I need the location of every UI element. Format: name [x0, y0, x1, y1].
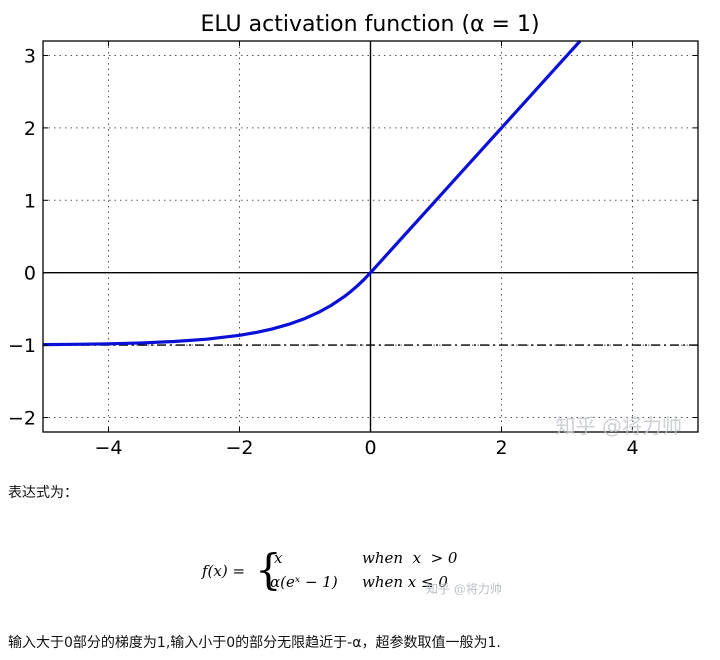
- formula-case1-cond: when x > 0: [362, 549, 458, 567]
- formula-case1-expr: x: [274, 549, 283, 567]
- reference-lines: [43, 41, 698, 432]
- series-line-elu: [42, 39, 582, 347]
- formula-case2-expr: α(eˣ − 1): [270, 573, 338, 591]
- x-tick-label: 4: [626, 437, 638, 459]
- axis-ticks: −4 −2 0 2 4 −2 −1 0 1 2 3: [8, 41, 698, 459]
- intro-text: 表达式为：: [8, 485, 78, 501]
- elu-formula: f(x) = { x when x > 0 α(eˣ − 1) when x ≤…: [201, 545, 502, 596]
- y-tick-label: 2: [24, 118, 36, 140]
- x-tick-label: −2: [225, 437, 253, 459]
- chart-title: ELU activation function (α = 1): [200, 12, 539, 37]
- formula-case2-cond: when x ≤ 0: [362, 573, 448, 591]
- y-tick-label: 0: [24, 263, 36, 285]
- chart-watermark: 知乎 @将力帅: [556, 414, 682, 438]
- y-tick-label: 3: [24, 45, 36, 67]
- x-tick-label: −4: [94, 437, 122, 459]
- y-tick-label: 1: [24, 190, 36, 212]
- x-tick-label: 2: [495, 437, 507, 459]
- formula-watermark: 知乎 @将力帅: [426, 582, 502, 596]
- elu-chart: ELU activation function (α = 1) −4 −2 0 2 4−…: [8, 12, 699, 459]
- conclusion-text: 输入大于0部分的梯度为1,输入小于0的部分无限趋近于-α，超参数取值一般为1.: [8, 635, 501, 651]
- formula-brace: {: [255, 545, 282, 594]
- formula-lhs: f(x) =: [201, 562, 245, 580]
- x-tick-label: 0: [364, 437, 376, 459]
- y-tick-label: −1: [8, 335, 36, 357]
- y-tick-label: −2: [8, 408, 36, 430]
- series-layer: [42, 39, 582, 347]
